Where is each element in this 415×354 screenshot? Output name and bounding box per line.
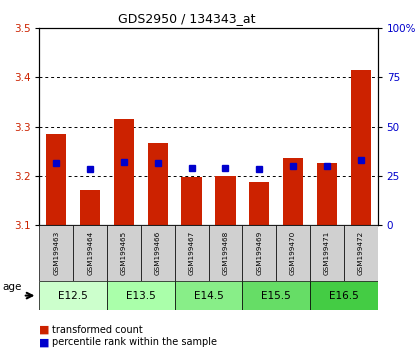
Bar (283, 159, 303, 225)
Bar (148, 143, 168, 225)
Bar (46, 134, 66, 225)
Text: transformed count: transformed count (52, 325, 143, 335)
Text: GSM199471: GSM199471 (324, 231, 330, 275)
Bar (73, 225, 107, 281)
Text: E16.5: E16.5 (329, 291, 359, 301)
Text: GSM199468: GSM199468 (222, 231, 228, 275)
Bar (317, 164, 337, 225)
Text: GSM199464: GSM199464 (87, 231, 93, 275)
Bar (276, 225, 310, 281)
Bar (310, 225, 344, 281)
Bar (242, 225, 276, 281)
Bar (107, 281, 175, 310)
Bar (249, 182, 269, 225)
Bar (175, 225, 209, 281)
Text: percentile rank within the sample: percentile rank within the sample (52, 337, 217, 347)
Text: ■: ■ (39, 337, 50, 347)
Bar (107, 225, 141, 281)
Bar (209, 225, 242, 281)
Text: ■: ■ (39, 325, 50, 335)
Text: E13.5: E13.5 (126, 291, 156, 301)
Text: E15.5: E15.5 (261, 291, 291, 301)
Bar (114, 119, 134, 225)
Bar (242, 281, 310, 310)
Text: GSM199463: GSM199463 (54, 231, 59, 275)
Bar (175, 281, 242, 310)
Bar (215, 176, 236, 225)
Bar (39, 225, 73, 281)
Text: E14.5: E14.5 (194, 291, 223, 301)
Bar (80, 190, 100, 225)
Bar (181, 177, 202, 225)
Text: GSM199469: GSM199469 (256, 231, 262, 275)
Text: GSM199467: GSM199467 (189, 231, 195, 275)
Text: E12.5: E12.5 (59, 291, 88, 301)
Text: GSM199466: GSM199466 (155, 231, 161, 275)
Text: GDS2950 / 134343_at: GDS2950 / 134343_at (118, 12, 256, 25)
Bar (39, 281, 107, 310)
Text: GSM199472: GSM199472 (358, 231, 364, 275)
Text: GSM199465: GSM199465 (121, 231, 127, 275)
Bar (351, 70, 371, 225)
Bar (141, 225, 175, 281)
Bar (344, 225, 378, 281)
Text: GSM199470: GSM199470 (290, 231, 296, 275)
Bar (310, 281, 378, 310)
Text: age: age (2, 282, 22, 292)
